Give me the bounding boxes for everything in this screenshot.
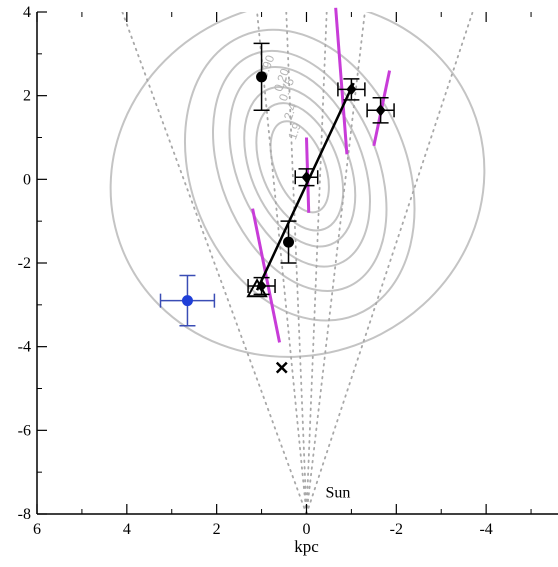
label-layer: 6 4 2 0 -2 -4 4 2 0 -2 -4 -6 -8 kpc Sun (18, 4, 493, 556)
triangle-marker (246, 278, 268, 298)
sightline (121, 12, 308, 514)
data-point-diamond (346, 83, 357, 96)
contour-line (228, 65, 371, 268)
data-point-diamond (375, 104, 386, 117)
sightline (305, 12, 474, 514)
y-tick-label: -2 (18, 255, 31, 272)
contour-line (269, 120, 330, 214)
contour-line (109, 12, 486, 358)
fit-line (255, 82, 355, 291)
x-tick-label: 2 (213, 521, 221, 538)
data-point-diamond (301, 171, 312, 184)
axes-layer (36, 11, 558, 515)
magenta-segment (334, 7, 349, 155)
x-tick-label: 6 (33, 521, 41, 538)
sun-annotation: Sun (325, 484, 350, 501)
y-tick-label: -4 (18, 339, 31, 356)
data-layer (159, 7, 395, 374)
contour-line (183, 28, 416, 322)
y-tick-label: 4 (23, 4, 31, 21)
contour-line (212, 49, 388, 292)
sightline (305, 12, 366, 514)
sightline (256, 12, 308, 514)
contour-label: 1.9 (285, 121, 304, 142)
data-point (256, 71, 268, 83)
x-tick-label: -4 (479, 521, 492, 538)
y-tick-label: 0 (23, 171, 31, 188)
y-tick-label: -6 (18, 422, 31, 439)
sightline-layer (121, 12, 474, 514)
x-tick-label: -2 (390, 521, 403, 538)
x-tick-label: 0 (302, 521, 310, 538)
data-point (283, 236, 295, 248)
y-tick-label: 2 (23, 88, 31, 105)
sightline (285, 12, 308, 514)
sightline (305, 12, 328, 514)
contour-line (255, 102, 345, 232)
cross-marker (275, 361, 288, 374)
data-point-blue (181, 295, 193, 307)
x-tick-label: 4 (123, 521, 131, 538)
x-axis-label: kpc (294, 537, 319, 556)
magenta-segment (251, 208, 282, 343)
y-tick-label: -8 (18, 506, 31, 523)
